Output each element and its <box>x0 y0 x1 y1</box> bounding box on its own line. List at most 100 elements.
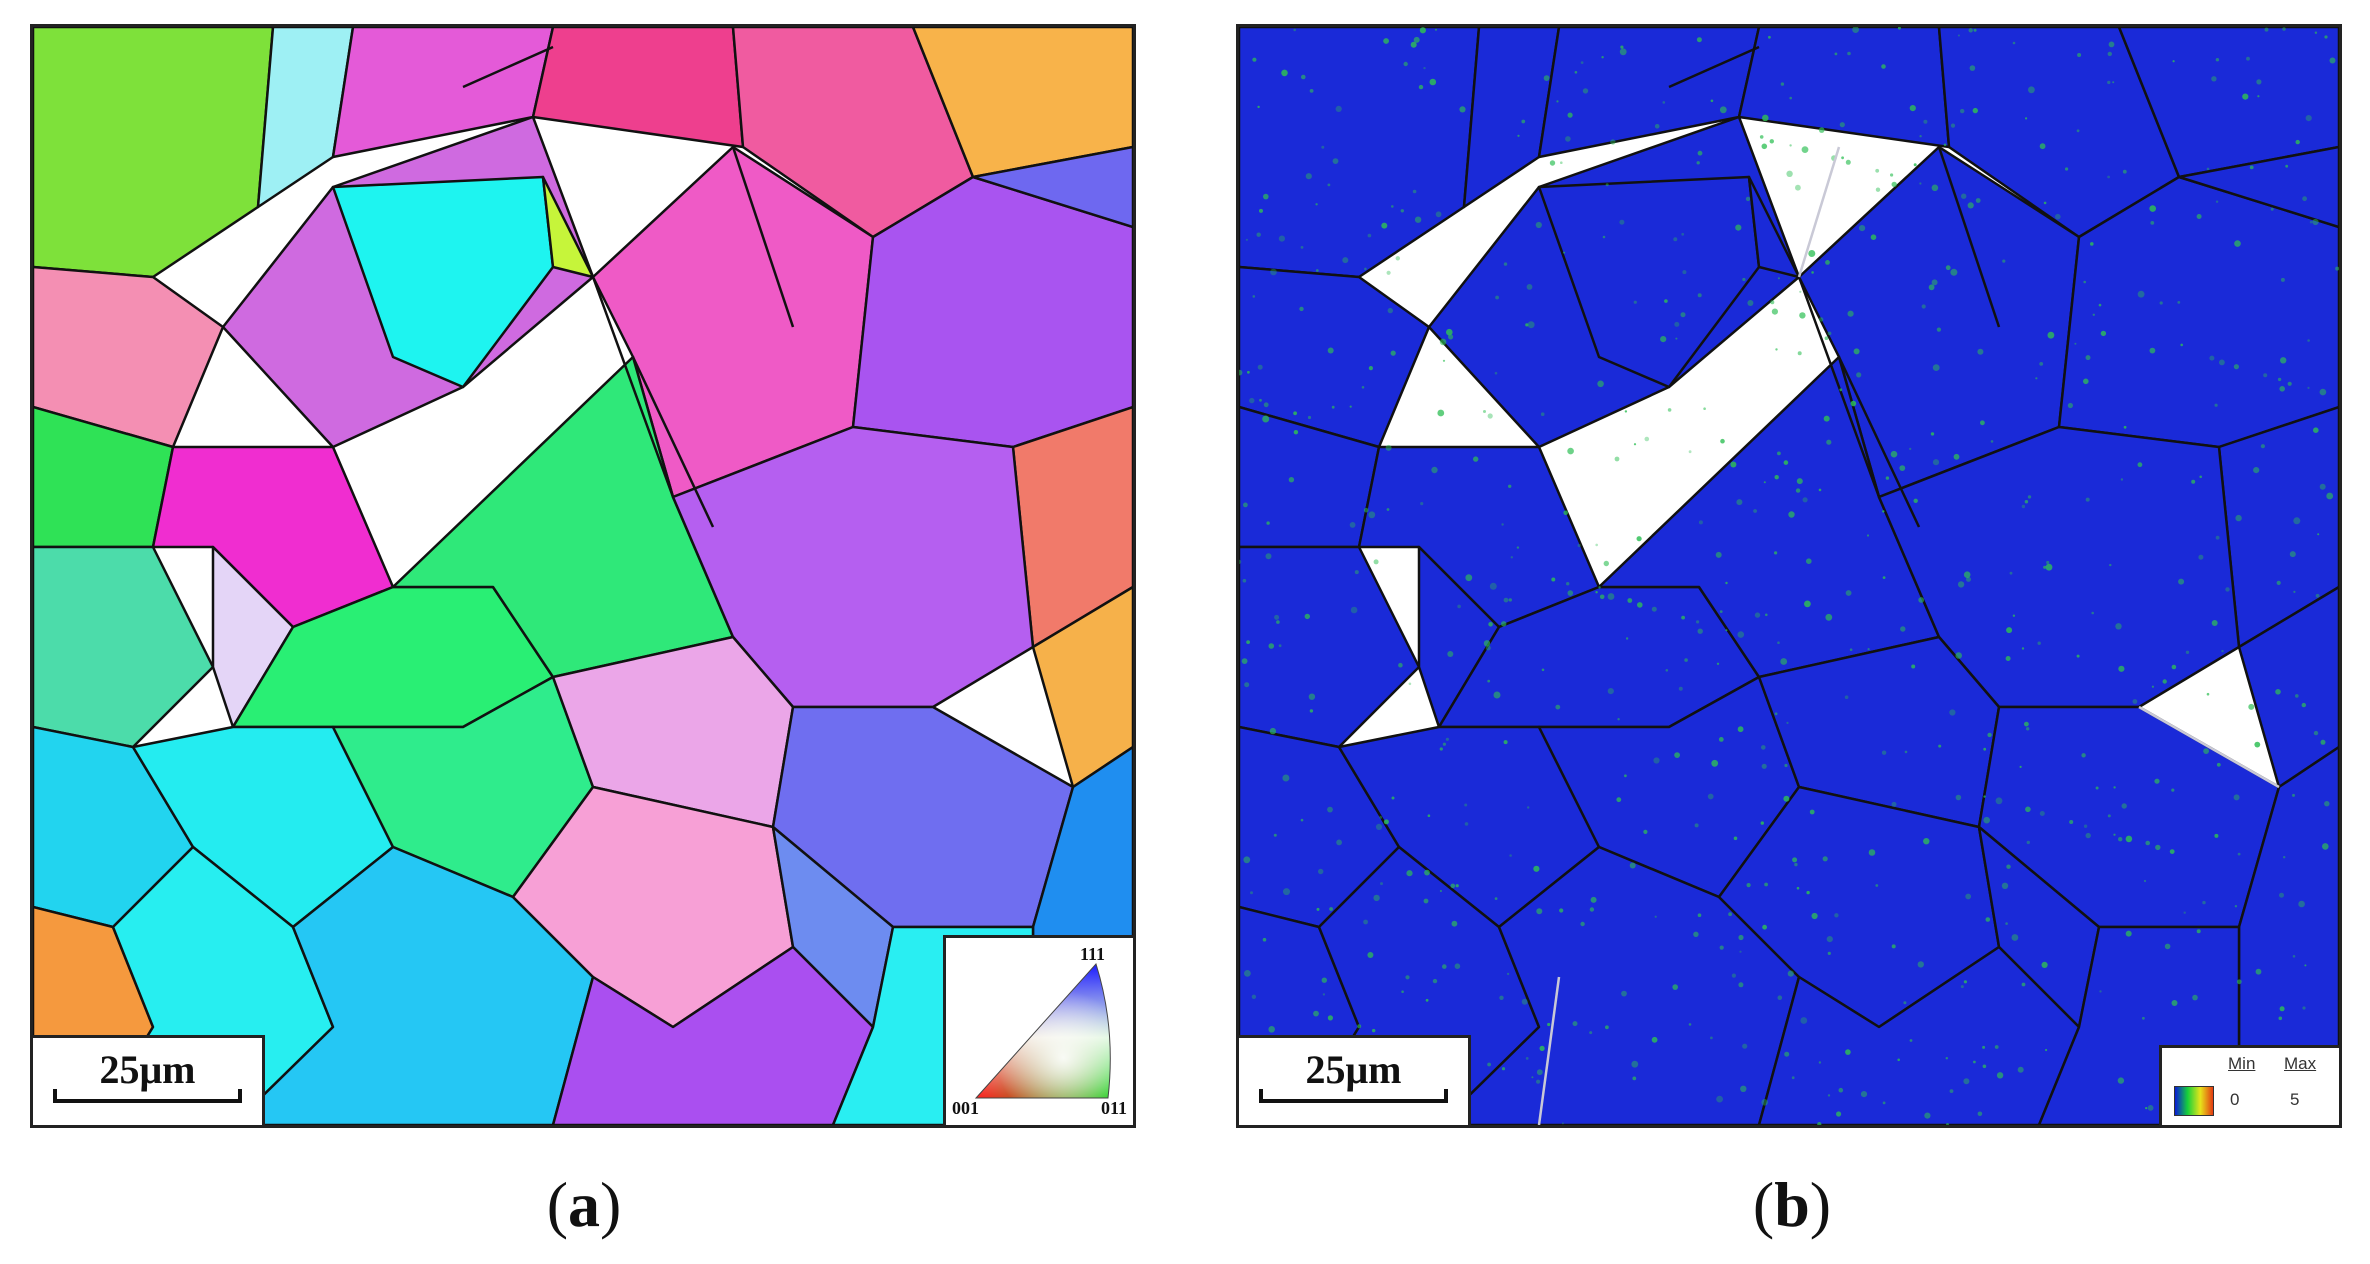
kam-speckle <box>1448 334 1454 340</box>
kam-speckle <box>2039 362 2044 366</box>
kam-speckle <box>1322 993 1326 996</box>
kam-speckle <box>1654 124 1660 129</box>
kam-speckle <box>1455 884 1459 888</box>
kam-speckle <box>1603 560 1609 567</box>
kam-speckle <box>1897 1058 1900 1062</box>
kam-speckle <box>1526 284 1533 290</box>
kam-speckle <box>2112 81 2115 84</box>
kam-speckle <box>1731 973 1736 978</box>
kam-speckle <box>1563 251 1566 254</box>
kam-speckle <box>1881 750 1887 755</box>
kam-speckle <box>1276 620 1280 624</box>
kam-speckle <box>1839 388 1843 392</box>
kam-speckle <box>1595 591 1598 594</box>
kam-speckle <box>2191 479 2196 484</box>
kam-speckle <box>1241 658 1248 664</box>
kam-speckle <box>1293 411 1297 416</box>
kam-speckle <box>1698 520 1703 525</box>
kam-speckle <box>1719 610 1723 613</box>
kam-speckle <box>1617 718 1620 721</box>
kam-speckle <box>2202 900 2206 905</box>
kam-speckle <box>1996 1072 2004 1079</box>
kam-speckle <box>1525 323 1529 327</box>
kam-speckle <box>2149 347 2156 354</box>
kam-speckle <box>1367 952 1374 958</box>
kam-speckle <box>2312 218 2319 226</box>
kam-color-bar <box>2174 1086 2214 1116</box>
kam-speckle <box>1412 189 1417 194</box>
kam-speckle <box>1811 912 1818 920</box>
kam-speckle <box>1418 84 1424 90</box>
kam-speckle <box>1413 36 1420 43</box>
kam-speckle <box>1633 300 1637 304</box>
kam-speckle <box>1913 163 1917 167</box>
kam-speckle <box>2215 58 2220 62</box>
kam-speckle <box>2076 129 2080 133</box>
kam-speckle <box>2115 623 2122 630</box>
kam-speckle <box>1510 556 1513 559</box>
kam-speckle <box>2313 427 2319 434</box>
kam-speckle <box>1435 28 1437 31</box>
kam-speckle <box>1817 1122 1822 1125</box>
kam-speckle <box>1245 238 1248 241</box>
kam-speckle <box>1390 350 1396 356</box>
kam-speckle <box>2215 535 2220 540</box>
kam-speckle <box>2282 27 2286 31</box>
kam-speckle <box>1439 747 1443 751</box>
kam-speckle <box>1508 598 1512 602</box>
grain <box>531 27 745 149</box>
kam-speckle <box>1383 819 1389 825</box>
kam-speckle <box>1768 35 1771 39</box>
kam-speckle <box>2123 425 2127 429</box>
grain <box>1537 175 1761 389</box>
kam-speckle <box>1680 312 1686 318</box>
kam-speckle <box>1762 114 1769 122</box>
kam-speckle <box>1354 570 1359 575</box>
kam-map: 25μm Min Max 0 5 <box>1236 24 2342 1128</box>
kam-speckle <box>2280 277 2285 282</box>
kam-speckle <box>2309 220 2313 224</box>
ipf-label-111: 111 <box>1079 944 1105 964</box>
kam-speckle <box>1447 651 1454 657</box>
kam-speckle <box>1503 262 1508 266</box>
kam-speckle <box>2277 377 2282 382</box>
kam-speckle <box>2149 205 2156 212</box>
kam-speckle <box>1643 829 1648 835</box>
kam-speckle <box>2125 930 2132 937</box>
kam-speckle <box>1868 849 1876 856</box>
kam-speckle <box>1517 134 1520 137</box>
kam-speckle <box>2192 994 2198 1001</box>
kam-speckle <box>1406 870 1413 877</box>
kam-speckle <box>2301 702 2306 708</box>
kam-speckle <box>2214 833 2219 838</box>
kam-speckle <box>1408 682 1412 686</box>
kam-speckle <box>2074 342 2077 345</box>
kam-speckle <box>2215 200 2219 203</box>
kam-speckle <box>1928 284 1935 291</box>
kam-speckle <box>2025 806 2031 813</box>
kam-speckle <box>1696 161 1700 165</box>
kam-speckle <box>1859 225 1866 232</box>
kam-speckle <box>1900 626 1906 632</box>
grain <box>2177 145 2339 229</box>
kam-speckle <box>1373 559 1379 565</box>
kam-speckle <box>2235 514 2242 522</box>
kam-speckle <box>1806 890 1810 895</box>
kam-speckle <box>1327 347 1334 354</box>
kam-speckle <box>1719 106 1727 114</box>
kam-speckle <box>1488 622 1493 627</box>
kam-speckle <box>1565 136 1571 142</box>
kam-speckle <box>1707 793 1714 800</box>
kam-speckle <box>1739 950 1742 953</box>
kam-speckle <box>1891 181 1897 188</box>
kam-speckle <box>1494 371 1498 375</box>
kam-speckle <box>1775 348 1778 351</box>
kam-speckle <box>1499 995 1504 1000</box>
kam-speckle <box>1580 921 1585 927</box>
kam-speckle <box>1414 216 1422 223</box>
kam-speckle <box>2091 611 2094 615</box>
kam-speckle <box>2206 692 2210 696</box>
kam-speckle <box>2002 259 2006 263</box>
kam-speckle <box>2083 280 2086 284</box>
kam-speckle <box>1945 1057 1948 1060</box>
